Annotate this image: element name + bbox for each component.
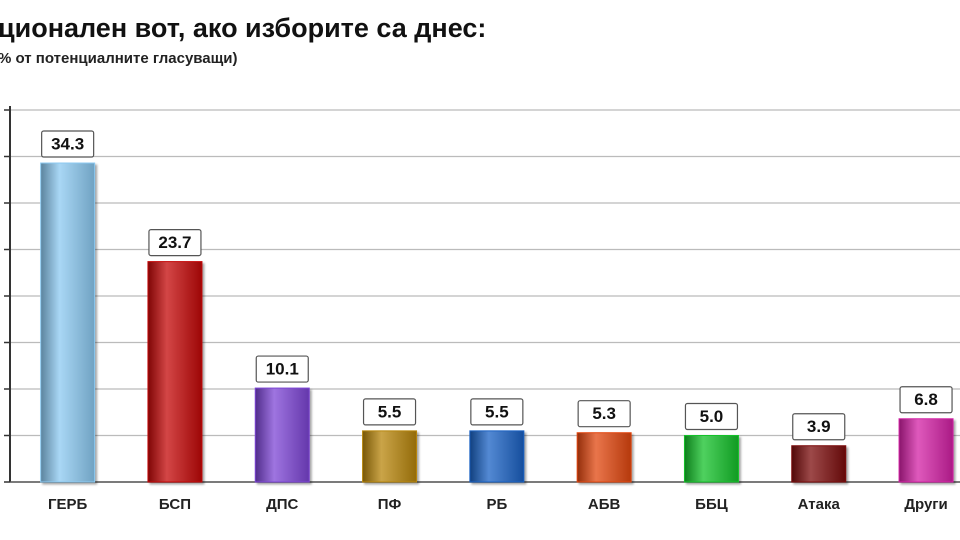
x-tick-label: ПФ xyxy=(378,496,402,513)
bar xyxy=(576,432,632,483)
value-label-box xyxy=(684,402,739,431)
value-label-box xyxy=(792,413,846,441)
value-label: 5.5 xyxy=(378,402,402,421)
x-tick-label: ББЦ xyxy=(695,496,728,513)
value-label: 3.9 xyxy=(807,417,831,436)
value-label: 6.8 xyxy=(914,390,938,409)
value-label-box xyxy=(41,130,95,158)
value-label-box xyxy=(577,400,631,428)
bar xyxy=(147,261,203,483)
value-label: 10.1 xyxy=(266,360,299,379)
bar xyxy=(898,418,954,483)
value-label-box xyxy=(255,355,309,383)
chart-title: ционален вот, ако изборите са днес: xyxy=(0,13,486,43)
value-label: 23.7 xyxy=(158,233,191,252)
bar xyxy=(791,445,847,483)
bar xyxy=(469,430,525,483)
x-tick-label: Други xyxy=(904,496,947,513)
x-tick-label: БСП xyxy=(159,496,191,513)
bar xyxy=(254,387,310,483)
bar xyxy=(362,430,418,483)
x-tick-label: ГЕРБ xyxy=(48,496,88,513)
bar xyxy=(40,162,96,483)
value-label-box xyxy=(470,398,524,426)
value-label-box xyxy=(362,398,417,426)
x-tick-label: АБВ xyxy=(588,496,621,513)
x-tick-label: ДПС xyxy=(266,496,298,513)
value-label-box xyxy=(148,228,202,257)
x-tick-label: РБ xyxy=(486,496,507,513)
value-label: 5.5 xyxy=(485,402,509,421)
x-tick-label: Атака xyxy=(798,496,841,513)
bar xyxy=(683,435,739,483)
value-label: 5.3 xyxy=(592,404,616,423)
value-label-box xyxy=(899,386,953,414)
chart-subtitle: % от потенциалните гласуващи) xyxy=(0,50,238,67)
value-label: 34.3 xyxy=(51,134,84,153)
value-label: 5.0 xyxy=(700,407,724,426)
